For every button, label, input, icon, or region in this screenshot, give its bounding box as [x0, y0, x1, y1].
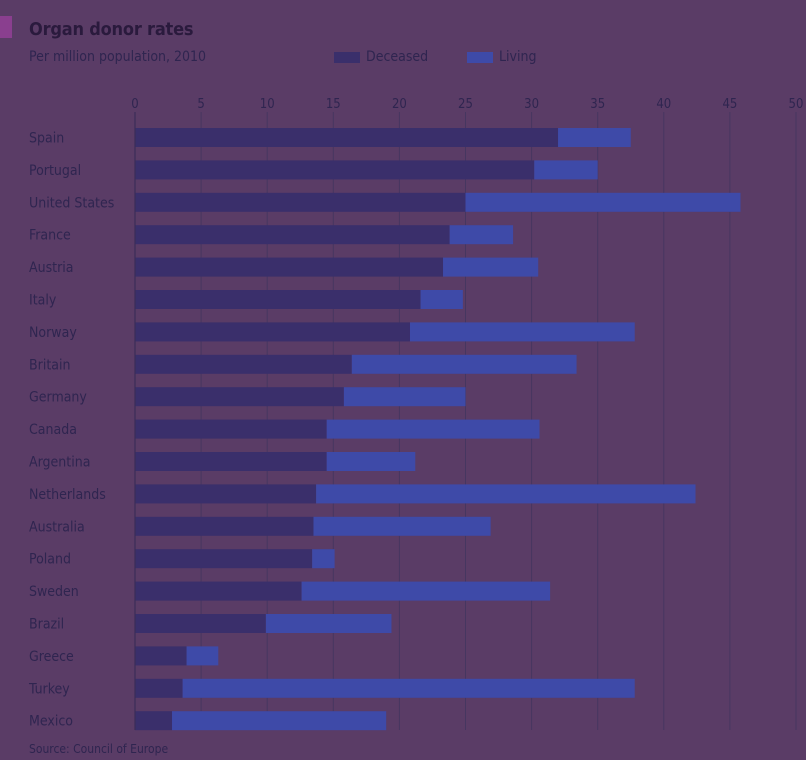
x-tick-label-30: 30 [524, 97, 539, 112]
bar-living-italy [420, 290, 463, 309]
bar-deceased-spain [135, 128, 559, 147]
legend-swatch-living [467, 51, 493, 63]
bar-living-poland [312, 549, 335, 569]
chart-title: Organ donor rates [29, 19, 194, 40]
legend-label-living: Living [499, 49, 537, 65]
bar-deceased-poland [135, 549, 313, 569]
x-tick-label-40: 40 [656, 97, 671, 112]
x-tick-label-10: 10 [260, 97, 275, 112]
bar-deceased-norway [135, 322, 410, 342]
x-tick-label-25: 25 [458, 97, 473, 112]
bar-living-spain [558, 128, 631, 147]
bar-living-portugal [534, 160, 598, 180]
bar-deceased-sweden [135, 581, 302, 601]
source-note: Source: Council of Europe [29, 742, 169, 756]
category-label-france: France [29, 228, 71, 244]
category-label-netherlands: Netherlands [29, 487, 106, 503]
bar-living-turkey [182, 678, 635, 698]
bar-deceased-argentina [135, 452, 327, 471]
bar-living-norway [409, 322, 635, 342]
bar-deceased-britain [135, 354, 352, 374]
legend-label-deceased: Deceased [366, 49, 429, 65]
bar-deceased-united-states [135, 192, 466, 212]
bar-living-austria [443, 257, 539, 277]
category-label-canada: Canada [29, 422, 77, 438]
bar-living-canada [326, 419, 540, 439]
x-tick-label-5: 5 [197, 97, 204, 112]
bar-living-france [449, 225, 514, 245]
x-tick-label-0: 0 [131, 97, 138, 112]
bar-deceased-greece [135, 646, 187, 666]
bar-living-germany [343, 387, 466, 407]
chart-subtitle: Per million population, 2010 [29, 49, 207, 65]
bar-living-sweden [301, 581, 551, 601]
x-tick-label-35: 35 [590, 97, 605, 112]
category-label-united-states: United States [29, 195, 114, 211]
bar-deceased-australia [135, 516, 314, 536]
bar-deceased-canada [135, 419, 327, 439]
bar-deceased-turkey [135, 678, 183, 698]
bar-deceased-austria [135, 257, 444, 277]
category-label-austria: Austria [29, 260, 74, 276]
bar-deceased-germany [135, 387, 344, 407]
category-label-turkey: Turkey [28, 681, 70, 697]
legend-swatch-deceased [334, 51, 360, 63]
category-label-norway: Norway [29, 325, 77, 341]
bar-living-mexico [172, 711, 387, 731]
bar-deceased-italy [135, 290, 421, 309]
bar-deceased-portugal [135, 160, 535, 180]
category-label-italy: Italy [29, 293, 57, 309]
category-label-brazil: Brazil [29, 617, 64, 633]
category-label-greece: Greece [29, 649, 74, 665]
bar-living-australia [313, 516, 491, 536]
category-label-portugal: Portugal [29, 163, 81, 179]
category-label-britain: Britain [29, 357, 70, 373]
category-label-poland: Poland [29, 552, 71, 568]
bar-deceased-france [135, 225, 450, 245]
x-tick-label-20: 20 [392, 97, 407, 112]
x-tick-label-15: 15 [326, 97, 341, 112]
category-label-germany: Germany [29, 390, 87, 406]
title-accent-bar [0, 16, 12, 38]
category-label-spain: Spain [29, 131, 64, 147]
bar-living-united-states [465, 192, 741, 212]
bar-living-britain [351, 354, 577, 374]
bar-living-netherlands [316, 484, 696, 504]
bar-deceased-mexico [135, 711, 173, 731]
x-tick-label-45: 45 [722, 97, 737, 112]
x-tick-label-50: 50 [789, 97, 804, 112]
bar-living-brazil [265, 614, 392, 633]
category-label-sweden: Sweden [29, 584, 79, 600]
category-label-mexico: Mexico [29, 714, 73, 730]
legend-item-deceased: Deceased [334, 49, 428, 65]
legend-item-living: Living [467, 49, 536, 65]
category-label-argentina: Argentina [29, 455, 90, 471]
bar-deceased-netherlands [135, 484, 317, 504]
bar-deceased-brazil [135, 614, 266, 633]
bar-living-greece [186, 646, 219, 666]
bar-living-argentina [326, 452, 416, 471]
category-label-australia: Australia [29, 519, 85, 535]
